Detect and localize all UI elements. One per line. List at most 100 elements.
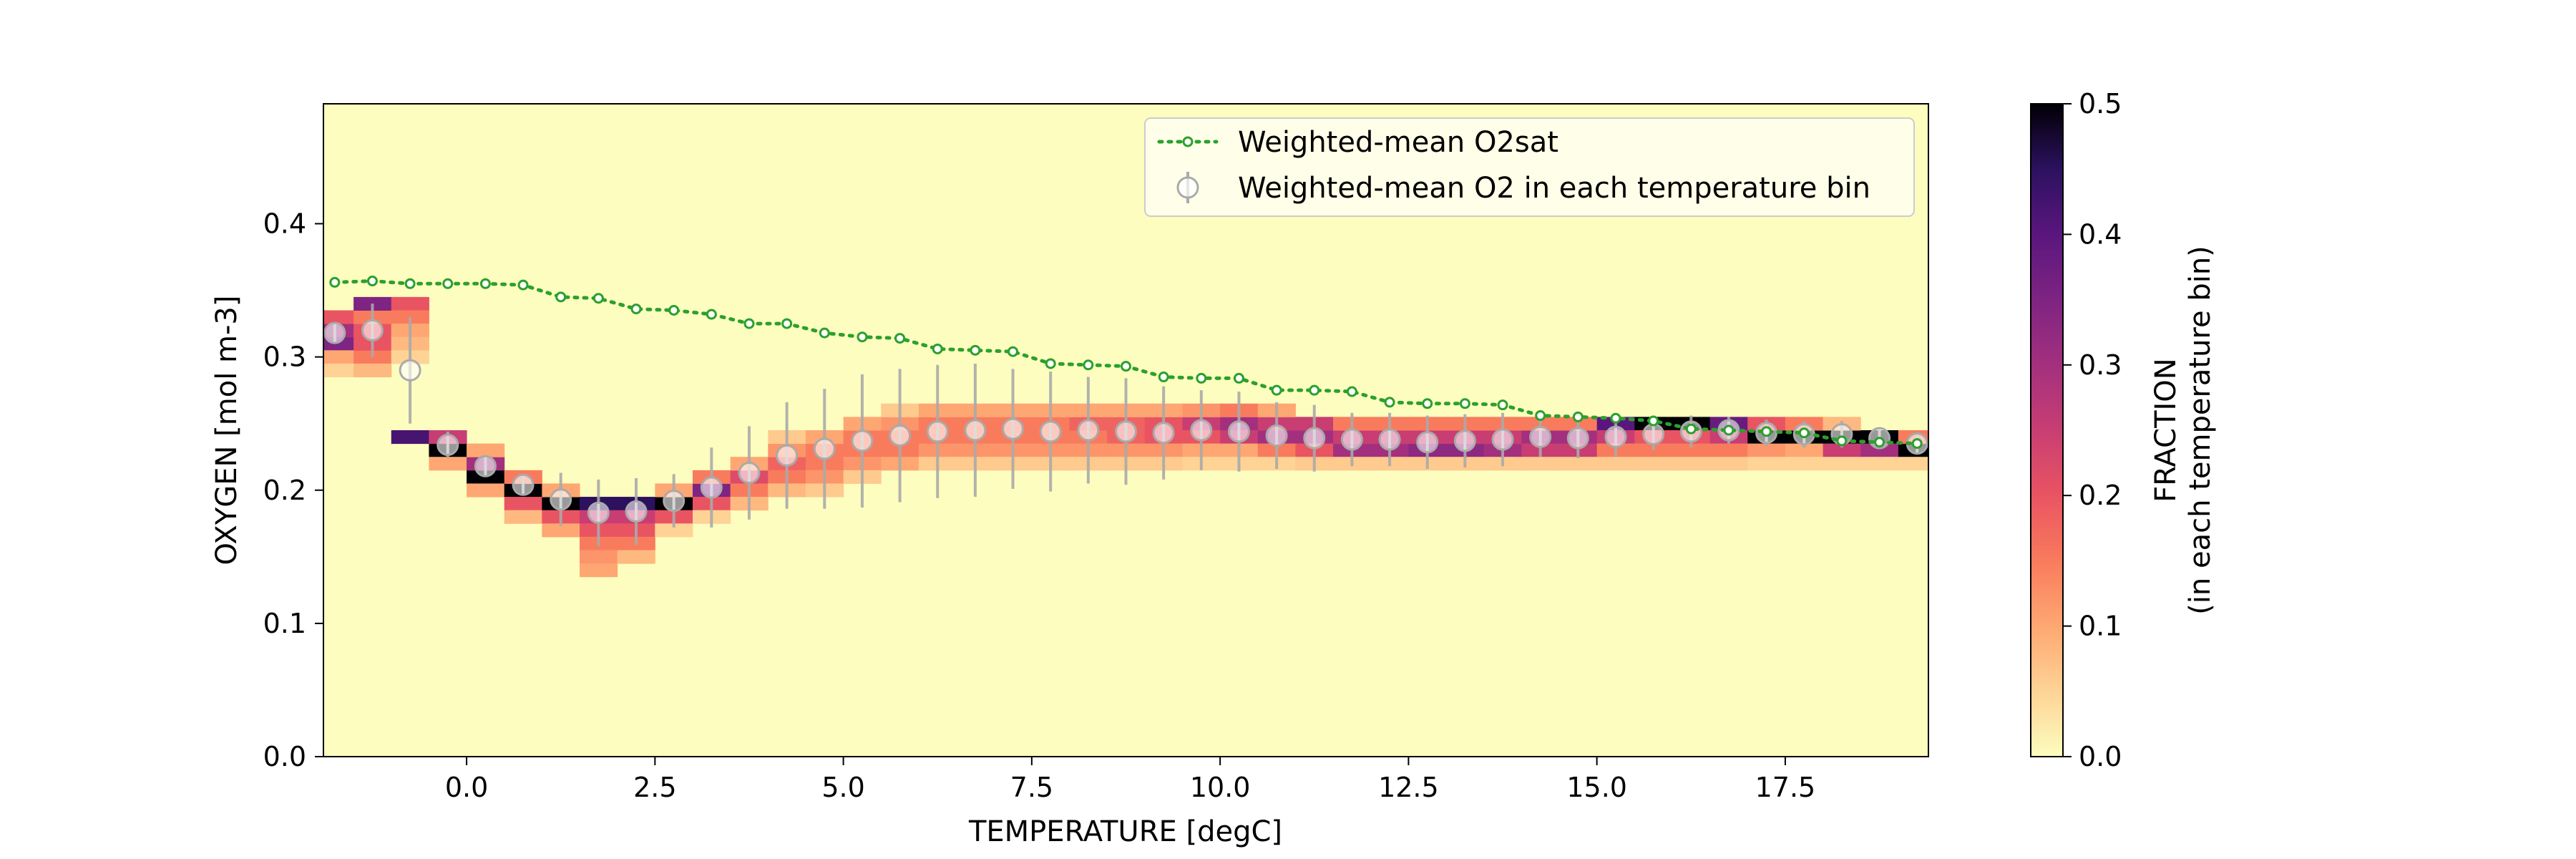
o2-point	[813, 437, 836, 460]
o2sat-point	[592, 293, 604, 304]
o2-point	[964, 419, 987, 442]
o2-point	[399, 359, 421, 382]
o2-point	[1566, 427, 1589, 450]
heatmap-cell	[429, 457, 467, 471]
legend-o2sat-marker	[1182, 136, 1194, 147]
heatmap-cell	[1860, 443, 1899, 457]
legend: Weighted-mean O2sat Weighted-mean O2 in …	[1144, 117, 1915, 217]
heatmap-cell	[353, 350, 392, 364]
o2sat-point	[781, 318, 793, 329]
colorbar: 0.0 0.1 0.2 0.3 0.4 0.5 FRACTION (in each tem…	[2030, 88, 2217, 772]
o2-point	[1190, 419, 1213, 442]
heatmap-cell	[1521, 457, 1560, 471]
heatmap-cell	[655, 523, 693, 538]
heatmap-cell	[1709, 443, 1748, 457]
errorbar-series	[323, 304, 1928, 546]
o2sat-point	[366, 276, 378, 287]
y-tick-label: 0.3	[263, 341, 306, 373]
heatmap-cell	[1559, 457, 1598, 471]
x-tick-label: 17.5	[1755, 772, 1816, 803]
o2-point	[436, 433, 459, 456]
heatmap-cell	[323, 350, 354, 364]
x-tick-label: 10.0	[1190, 772, 1251, 803]
o2-point	[512, 473, 535, 496]
o2-point	[851, 430, 874, 452]
plot-frame	[323, 103, 1929, 757]
heatmap-cell	[467, 443, 505, 457]
heatmap-cell	[1823, 457, 1861, 471]
o2sat-point	[1271, 384, 1282, 396]
legend-o2-label: Weighted-mean O2 in each temperature bin	[1238, 172, 1870, 205]
heatmap-cell	[1709, 457, 1748, 471]
o2sat-point	[1685, 423, 1697, 435]
o2sat-point	[517, 279, 529, 291]
o2sat-point	[1309, 384, 1320, 396]
o2-point	[663, 490, 686, 513]
o2-point	[1604, 425, 1627, 448]
o2sat-point	[1083, 359, 1094, 371]
heatmap-cell	[504, 510, 542, 524]
o2-point	[625, 500, 648, 523]
o2sat-point	[1459, 398, 1470, 409]
heatmap-cell	[1596, 457, 1635, 471]
heatmap-cell	[1634, 443, 1673, 457]
o2sat-point	[970, 344, 981, 356]
o2-point	[700, 476, 723, 499]
o2sat-point	[819, 327, 830, 339]
heatmap-cell	[391, 430, 429, 445]
x-tick-label: 7.5	[1010, 772, 1053, 803]
o2-point	[926, 420, 949, 443]
o2-point	[1303, 427, 1326, 450]
o2sat-point	[1798, 427, 1810, 439]
o2sat-point	[1045, 358, 1056, 369]
o2sat-point	[894, 333, 906, 344]
o2sat-point	[1535, 410, 1546, 422]
heatmap-cell	[323, 363, 354, 378]
colorbar-tick-label: 0.0	[2079, 741, 2122, 772]
o2-point	[1378, 428, 1401, 451]
legend-entry-o2sat: Weighted-mean O2sat	[1157, 126, 1558, 159]
o2sat-point	[1761, 426, 1772, 437]
x-axis: 0.0 2.5 5.0 7.5 10.0 12.5 15.0 17.5	[445, 757, 1815, 803]
heatmap-cell	[542, 523, 580, 538]
x-tick-label: 5.0	[821, 772, 864, 803]
heatmap-cell	[391, 296, 429, 311]
y-axis: 0.0 0.1 0.2 0.3 0.4	[263, 208, 323, 772]
y-tick-label: 0.0	[263, 741, 306, 772]
colorbar-tick-label: 0.4	[2079, 218, 2122, 250]
x-tick-label: 12.5	[1378, 772, 1439, 803]
heatmap-cell	[353, 363, 392, 378]
x-axis-label: TEMPERATURE [degC]	[968, 815, 1282, 848]
o2-point	[323, 321, 346, 344]
o2-point	[550, 488, 572, 511]
o2-point	[1642, 423, 1665, 446]
o2-point	[1115, 420, 1137, 443]
colorbar-tick-label: 0.2	[2079, 480, 2122, 511]
heatmap-cell	[617, 550, 655, 564]
heatmap-cell	[1785, 443, 1824, 457]
legend-entry-o2: Weighted-mean O2 in each temperature bin	[1176, 172, 1870, 205]
x-tick-label: 0.0	[445, 772, 488, 803]
o2sat-point	[1158, 372, 1169, 383]
o2sat-point	[706, 309, 717, 320]
o2sat-point	[668, 304, 680, 316]
o2-point	[474, 455, 497, 477]
o2sat-point	[1572, 411, 1584, 422]
o2-point	[1453, 430, 1476, 452]
x-tick-label: 15.0	[1566, 772, 1627, 803]
o2-point	[1039, 420, 1062, 443]
o2-point	[889, 424, 912, 447]
o2sat-point	[1723, 424, 1735, 436]
o2-point	[1077, 419, 1100, 442]
heatmap-cell	[323, 310, 354, 324]
heatmap-cell	[1747, 457, 1786, 471]
o2sat-point	[932, 343, 943, 354]
colorbar-gradient	[2030, 103, 2064, 757]
colorbar-tick-label: 0.1	[2079, 611, 2122, 642]
legend-box	[1144, 117, 1915, 217]
o2-point	[776, 444, 799, 467]
o2sat-point	[1610, 412, 1621, 424]
heatmap-cell	[504, 497, 542, 511]
o2-point	[1416, 431, 1439, 454]
